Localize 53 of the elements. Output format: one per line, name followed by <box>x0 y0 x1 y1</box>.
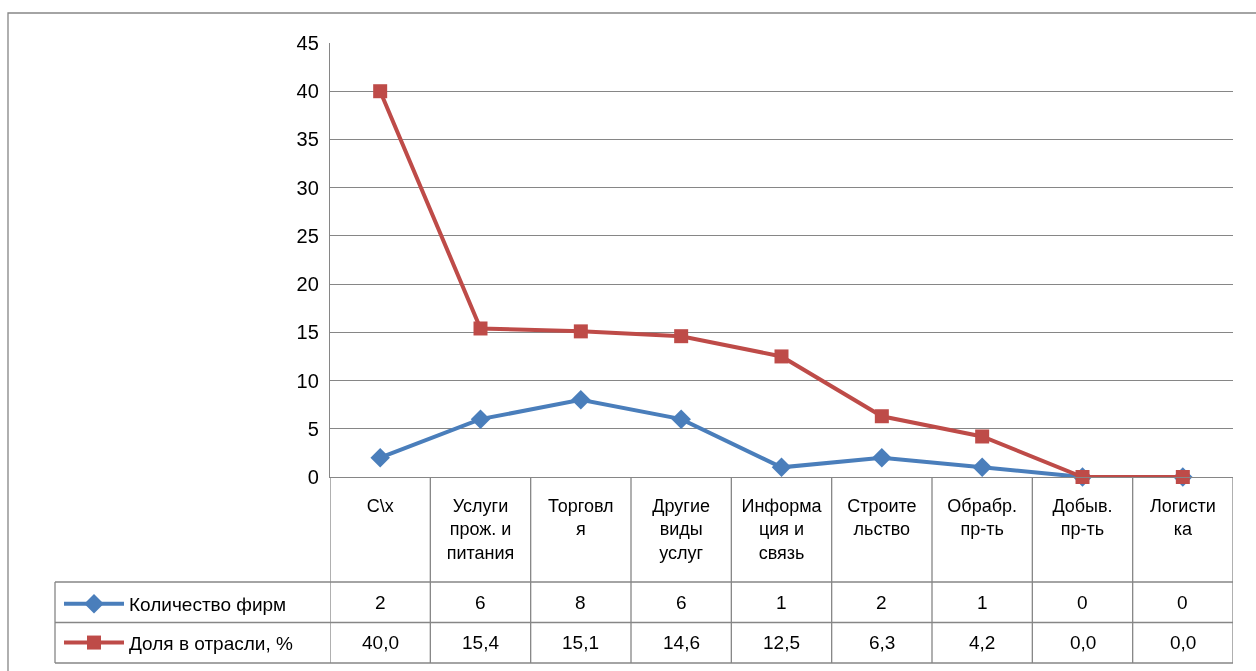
point <box>774 349 789 364</box>
x-tick-label: Услуги прож. и питания <box>446 495 515 563</box>
data-label: 15,4 <box>462 632 500 653</box>
data-label: 0 <box>1077 592 1088 613</box>
data-label: 0,0 <box>1170 632 1197 653</box>
point <box>771 457 792 478</box>
legend-label: Количество фирм <box>129 594 287 616</box>
y-tick-label: 5 <box>307 417 319 440</box>
point <box>571 390 591 410</box>
x-tick-label: Логистика <box>1149 495 1216 540</box>
x-tick-label: Обрабр. пр-ть <box>947 495 1017 540</box>
y-tick-label: 20 <box>296 273 319 296</box>
data-label: 0 <box>1177 592 1188 613</box>
data-label: 1 <box>977 592 988 613</box>
point <box>972 457 992 478</box>
data-label: 1 <box>776 592 787 613</box>
data-label: 2 <box>375 592 386 613</box>
legend-label: Доля в отрасли, % <box>129 632 293 654</box>
point <box>872 447 892 468</box>
data-label: 6 <box>676 592 687 613</box>
x-tick-label: Другие виды услуг <box>652 495 710 563</box>
data-label: 12,5 <box>763 632 800 653</box>
x-tick-label: Торговля <box>548 495 614 540</box>
point <box>573 324 588 339</box>
y-tick-label: 45 <box>296 32 319 54</box>
data-label: 6,3 <box>869 632 896 653</box>
point <box>370 447 390 468</box>
point <box>470 409 491 429</box>
data-label: 8 <box>575 592 586 613</box>
data-label: 14,6 <box>663 632 700 653</box>
data-label: 2 <box>876 592 887 613</box>
x-tick-label: Добыв. пр-ть <box>1052 495 1113 540</box>
data-label: 40,0 <box>362 632 399 653</box>
x-tick-label: С\х <box>366 495 394 516</box>
y-tick-label: 25 <box>296 224 319 247</box>
y-tick-label: 10 <box>296 369 319 392</box>
point <box>671 409 691 429</box>
data-label: 0,0 <box>1070 632 1097 653</box>
y-tick-label: 0 <box>307 466 319 488</box>
point <box>975 429 990 444</box>
data-label: 4,2 <box>969 632 996 653</box>
point <box>373 84 388 99</box>
y-tick-label: 15 <box>296 321 319 344</box>
point <box>473 321 488 336</box>
x-tick-label: Информация и связь <box>741 495 823 563</box>
y-tick-label: 40 <box>296 80 319 103</box>
x-tick-label: Строительство <box>847 495 917 540</box>
point <box>674 329 689 344</box>
y-tick-label: 30 <box>296 176 319 199</box>
data-label: 15,1 <box>562 632 599 653</box>
data-label: 6 <box>475 592 486 613</box>
point <box>874 409 889 424</box>
y-tick-label: 35 <box>296 128 319 151</box>
